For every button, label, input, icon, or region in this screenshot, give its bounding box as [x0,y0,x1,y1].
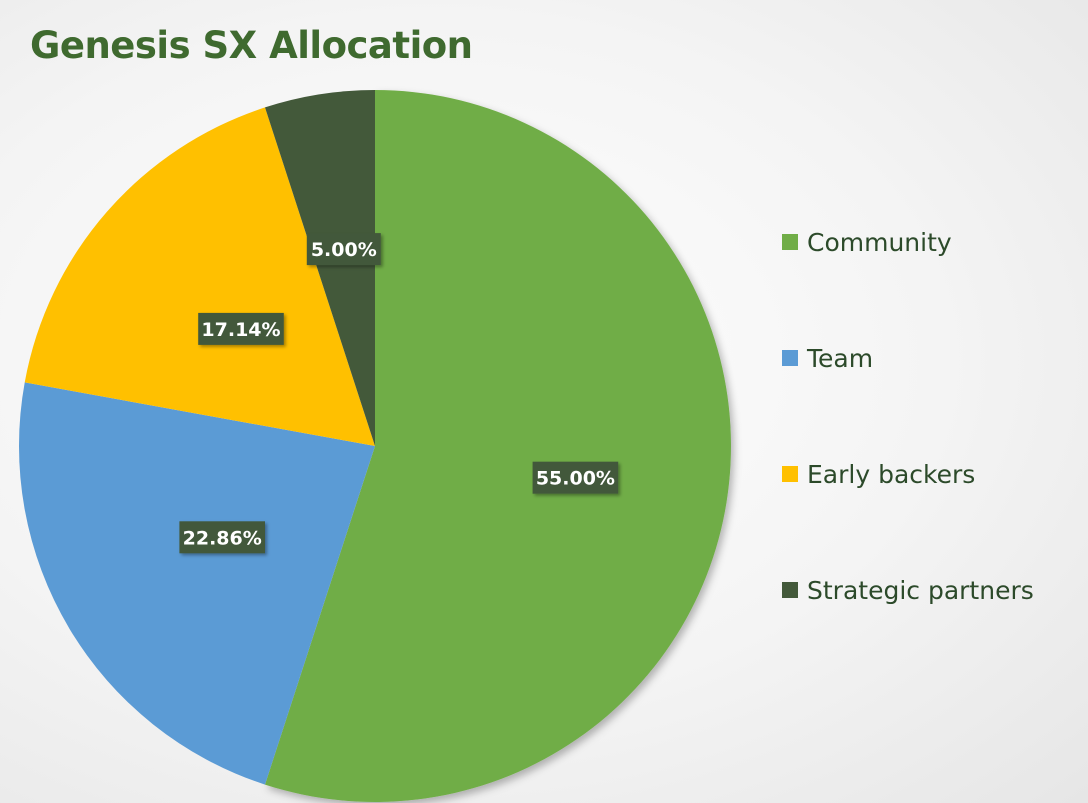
data-label-box [179,521,265,554]
data-label-text: 5.00% [311,239,377,261]
data-label-text: 22.86% [183,527,262,549]
legend-swatch [782,350,798,366]
legend-label: Early backers [807,459,976,489]
pie-slice-team [18,382,375,785]
pie-slice-early-backers [24,107,375,447]
data-label-box [532,461,619,494]
pie-slice-strategic-partners [264,90,375,446]
legend-entry-strategic-partners: Strategic partners [782,570,1034,610]
data-label-box [306,233,381,266]
data-label-box [198,312,284,345]
data-label-community: 55.00% [532,461,619,494]
data-label-team: 22.86% [179,521,265,554]
chart-title: Genesis SX Allocation [30,24,473,67]
legend-label: Team [807,343,874,373]
pie-slices [18,90,731,802]
pie-slice-community [264,90,731,802]
legend-label: Strategic partners [807,575,1034,605]
data-label-text: 17.14% [201,319,280,341]
legend-entry-early-backers: Early backers [782,454,975,494]
data-label-text: 55.00% [536,468,615,490]
data-label-early-backers: 17.14% [198,312,284,345]
pie-data-labels: 55.00% 22.86% 17.14% 5.00% [179,233,619,554]
legend-entry-community: Community [782,222,952,262]
legend-swatch [782,582,798,598]
legend-label: Community [807,227,952,257]
legend-swatch [782,466,798,482]
data-label-strategic-partners: 5.00% [306,233,381,266]
legend-entry-team: Team [782,338,873,378]
legend-swatch [782,234,798,250]
